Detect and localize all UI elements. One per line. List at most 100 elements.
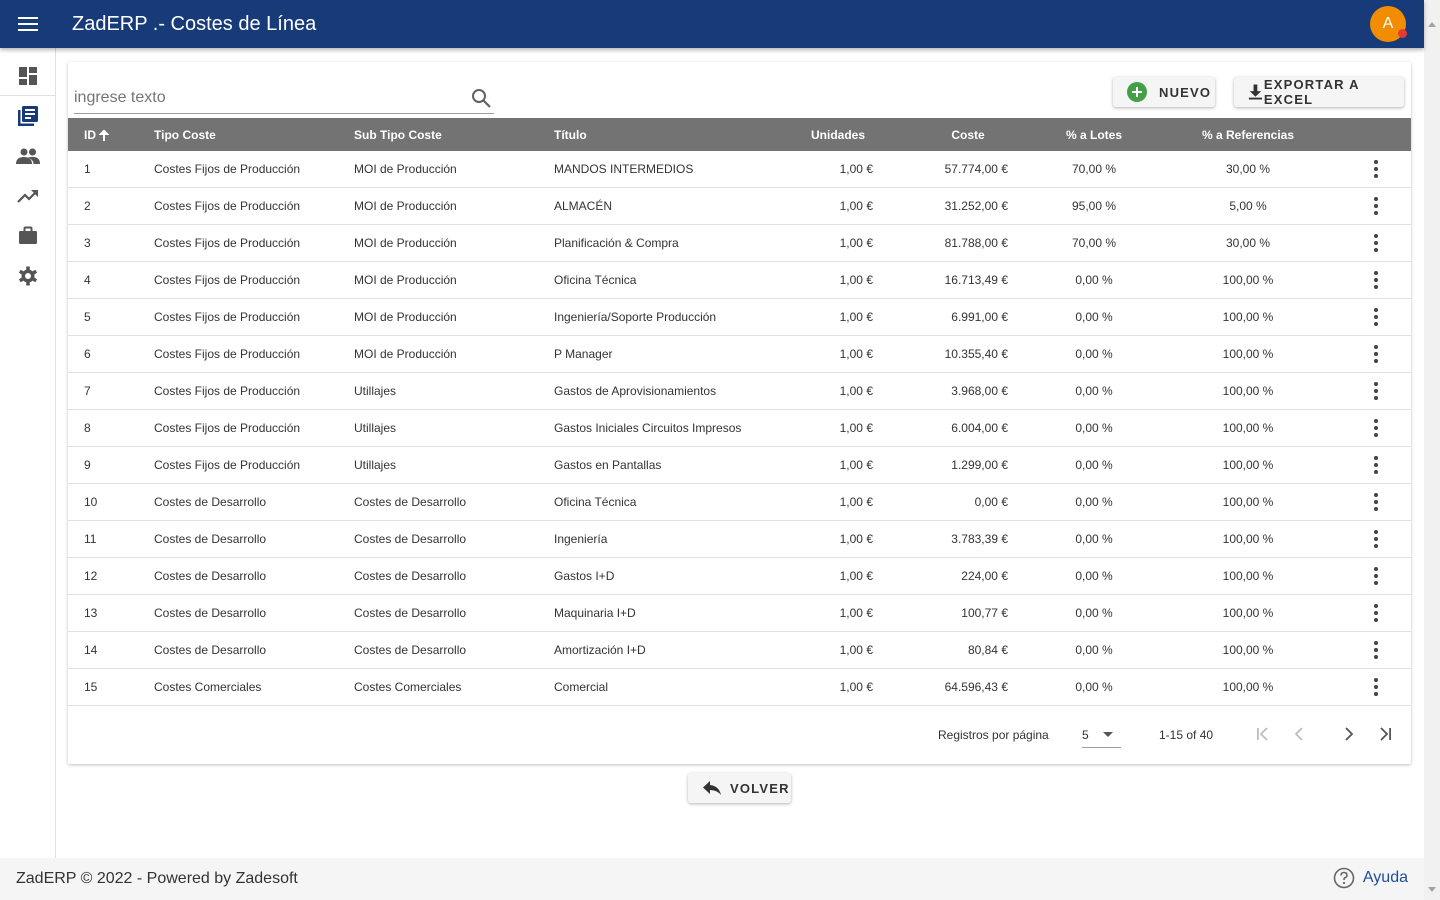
- sidebar-item-trends[interactable]: [0, 176, 55, 216]
- table-row[interactable]: 5 Costes Fijos de Producción MOI de Produc…: [68, 299, 1411, 336]
- cell-id: 4: [84, 273, 91, 287]
- sidebar-item-library[interactable]: [0, 96, 55, 136]
- table-body: 1 Costes Fijos de Producción MOI de Produc…: [68, 151, 1411, 706]
- table-row[interactable]: 7 Costes Fijos de Producción Utillajes Gast…: [68, 373, 1411, 410]
- people-icon: [15, 148, 40, 164]
- cell-id: 8: [84, 421, 91, 435]
- search-icon[interactable]: [470, 87, 492, 109]
- cell-pct-lotes: 0,00 %: [1075, 680, 1113, 694]
- table-row[interactable]: 10 Costes de Desarrollo Costes de Desarrol…: [68, 484, 1411, 521]
- row-menu-icon[interactable]: [1366, 344, 1386, 364]
- cell-tipo-coste: Costes de Desarrollo: [154, 495, 267, 509]
- avatar-initial: A: [1382, 15, 1394, 32]
- cell-id: 12: [84, 569, 98, 583]
- page-scrollbar[interactable]: [1424, 0, 1440, 900]
- table-row[interactable]: 9 Costes Fijos de Producción Utillajes Gast…: [68, 447, 1411, 484]
- help-link[interactable]: Ayuda: [1333, 867, 1408, 889]
- row-menu-icon[interactable]: [1366, 677, 1386, 697]
- column-header-sub-tipo-coste[interactable]: Sub Tipo Coste: [354, 127, 442, 142]
- row-menu-icon[interactable]: [1366, 270, 1386, 290]
- row-menu-icon[interactable]: [1366, 307, 1386, 327]
- table-row[interactable]: 2 Costes Fijos de Producción MOI de Produc…: [68, 188, 1411, 225]
- cell-id: 15: [84, 680, 98, 694]
- cell-sub-tipo-coste: MOI de Producción: [354, 273, 457, 287]
- column-header-id[interactable]: ID: [84, 118, 110, 151]
- cell-sub-tipo-coste: Costes Comerciales: [354, 680, 462, 694]
- table-row[interactable]: 11 Costes de Desarrollo Costes de Desarrol…: [68, 521, 1411, 558]
- table-row[interactable]: 12 Costes de Desarrollo Costes de Desarrol…: [68, 558, 1411, 595]
- column-header-coste[interactable]: Coste: [951, 127, 985, 142]
- column-header-pct-lotes[interactable]: % a Lotes: [1065, 127, 1122, 142]
- table-row[interactable]: 6 Costes Fijos de Producción MOI de Produc…: [68, 336, 1411, 373]
- cell-tipo-coste: Costes de Desarrollo: [154, 532, 267, 546]
- pagination: Registros por página 5 1-15 of 40: [68, 714, 1411, 754]
- row-menu-icon[interactable]: [1366, 159, 1386, 179]
- cell-id: 13: [84, 606, 98, 620]
- table-row[interactable]: 14 Costes de Desarrollo Costes de Desarrol…: [68, 632, 1411, 669]
- cell-titulo: Maquinaria I+D: [554, 606, 636, 620]
- table-row[interactable]: 15 Costes Comerciales Costes Comerciales Co…: [68, 669, 1411, 706]
- cell-coste: 3.968,00 €: [951, 384, 1008, 398]
- row-menu-icon[interactable]: [1366, 233, 1386, 253]
- row-menu-icon[interactable]: [1366, 455, 1386, 475]
- next-page-button[interactable]: [1337, 722, 1361, 746]
- cell-pct-lotes: 0,00 %: [1075, 532, 1113, 546]
- table-row[interactable]: 4 Costes Fijos de Producción MOI de Produc…: [68, 262, 1411, 299]
- row-menu-icon[interactable]: [1366, 640, 1386, 660]
- export-excel-button[interactable]: EXPORTAR A EXCEL: [1234, 77, 1404, 107]
- table-row[interactable]: 13 Costes de Desarrollo Costes de Desarrol…: [68, 595, 1411, 632]
- sidebar-item-work[interactable]: [0, 216, 55, 256]
- first-page-button[interactable]: [1251, 722, 1275, 746]
- row-menu-icon[interactable]: [1366, 603, 1386, 623]
- cell-pct-lotes: 0,00 %: [1075, 310, 1113, 324]
- user-avatar[interactable]: A: [1370, 6, 1407, 42]
- cell-unidades: 1,00 €: [839, 347, 873, 361]
- sort-arrow-up-icon: [98, 129, 110, 141]
- cell-unidades: 1,00 €: [839, 532, 873, 546]
- first-page-icon: [1257, 727, 1268, 741]
- sidebar-item-people[interactable]: [0, 136, 55, 176]
- scroll-up-arrow-icon[interactable]: [1428, 22, 1436, 27]
- search-input[interactable]: [74, 86, 454, 110]
- last-page-button[interactable]: [1373, 722, 1397, 746]
- cell-pct-referencias: 100,00 %: [1222, 606, 1274, 620]
- cell-pct-lotes: 0,00 %: [1075, 421, 1113, 435]
- cell-unidades: 1,00 €: [839, 569, 873, 583]
- cell-coste: 6.991,00 €: [951, 310, 1008, 324]
- column-header-unidades[interactable]: Unidades: [810, 127, 865, 142]
- sidebar-item-dashboard[interactable]: [0, 56, 55, 96]
- cell-pct-referencias: 30,00 %: [1225, 236, 1271, 250]
- footer-copyright: ZadERP © 2022 - Powered by Zadesoft: [16, 870, 298, 887]
- column-header-titulo[interactable]: Título: [554, 127, 587, 142]
- column-header-pct-referencias[interactable]: % a Referencias: [1201, 127, 1295, 142]
- cell-unidades: 1,00 €: [839, 273, 873, 287]
- cell-titulo: Oficina Técnica: [554, 495, 637, 509]
- row-menu-icon[interactable]: [1366, 381, 1386, 401]
- back-button[interactable]: VOLVER: [688, 773, 791, 803]
- column-header-tipo-coste[interactable]: Tipo Coste: [154, 127, 216, 142]
- row-menu-icon[interactable]: [1366, 566, 1386, 586]
- cell-titulo: ALMACÉN: [554, 199, 613, 213]
- cell-pct-referencias: 100,00 %: [1222, 532, 1274, 546]
- cell-titulo: Planificación & Compra: [554, 236, 679, 250]
- row-menu-icon[interactable]: [1366, 418, 1386, 438]
- rows-per-page-select[interactable]: 5: [1082, 722, 1121, 748]
- cell-unidades: 1,00 €: [839, 421, 873, 435]
- cell-pct-lotes: 0,00 %: [1075, 569, 1113, 583]
- previous-page-button[interactable]: [1287, 722, 1311, 746]
- new-button[interactable]: NUEVO: [1113, 77, 1215, 107]
- menu-icon[interactable]: [0, 0, 56, 48]
- sidebar-item-settings[interactable]: [0, 256, 55, 296]
- row-menu-icon[interactable]: [1366, 196, 1386, 216]
- app-bar: ZadERP .- Costes de Línea A: [0, 0, 1424, 48]
- row-menu-icon[interactable]: [1366, 529, 1386, 549]
- table-row[interactable]: 1 Costes Fijos de Producción MOI de Produc…: [68, 151, 1411, 188]
- cell-unidades: 1,00 €: [839, 236, 873, 250]
- scroll-down-arrow-icon[interactable]: [1428, 887, 1436, 892]
- cell-titulo: Oficina Técnica: [554, 273, 637, 287]
- row-menu-icon[interactable]: [1366, 492, 1386, 512]
- table-row[interactable]: 3 Costes Fijos de Producción MOI de Produc…: [68, 225, 1411, 262]
- table-row[interactable]: 8 Costes Fijos de Producción Utillajes Gast…: [68, 410, 1411, 447]
- cell-coste: 100,77 €: [961, 606, 1008, 620]
- cell-coste: 1.299,00 €: [951, 458, 1008, 472]
